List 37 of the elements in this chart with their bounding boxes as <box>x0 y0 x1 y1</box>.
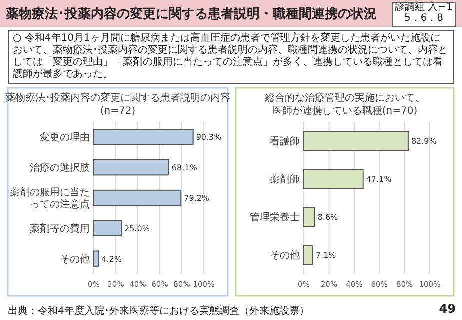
data-label: 25.0% <box>124 224 150 234</box>
y-tick-label: 治療の選択肢 <box>30 162 90 174</box>
bar <box>304 131 409 151</box>
bar <box>94 160 170 176</box>
data-label: 90.3% <box>196 133 222 142</box>
bar <box>94 190 182 206</box>
source-note: 出典：令和4年度入院･外来医療等における実態調査（外来施設票） <box>8 304 310 318</box>
y-tick-label: 薬剤等の費用 <box>30 222 90 235</box>
data-label: 4.2% <box>102 254 122 264</box>
chart-subtitle: 医師が連携している職種(n=70) <box>272 105 418 117</box>
bar <box>94 129 194 146</box>
bar <box>304 207 316 227</box>
y-tick-label: 管理栄養士 <box>250 212 300 224</box>
y-tick-label: 薬剤師 <box>270 174 300 186</box>
y-tick-label: 看護師 <box>270 136 300 148</box>
text: 薬物療法･投薬内容の変更に関する患者説明・職種間連携の状況 <box>6 6 378 23</box>
y-tick-label: その他 <box>60 253 90 266</box>
y-tick-label: 薬剤の服用に当たっての注意点 <box>10 186 90 210</box>
data-label: 82.9% <box>411 137 438 146</box>
text: 診調組 入−1 <box>394 2 454 13</box>
bar <box>304 169 364 189</box>
y-tick-label: その他 <box>270 250 300 262</box>
text: 5．6．8 <box>403 13 445 24</box>
chart-title: 薬物療法･投薬内容の変更に関する患者説明の内容 <box>6 92 230 104</box>
bar <box>94 220 122 236</box>
data-label: 8.6% <box>318 213 339 222</box>
bar <box>94 250 100 267</box>
text: 49 <box>438 302 456 316</box>
chart-title: 総合的な治療管理の実施において、 <box>264 92 425 104</box>
data-label: 79.2% <box>184 194 210 203</box>
chart-subtitle: (n=72) <box>100 106 136 117</box>
bar <box>304 245 314 265</box>
data-label: 47.1% <box>366 175 392 184</box>
text: ○ 令和4年10月1ヶ月間に糖尿病または高血圧症の患者で管理方針を変更した患者がいた施設において、薬物療法･投薬内容の変更に関する患者説明の内容、職種間連携の状況について、内容としては「変更の理由」「薬剤の服用に当たっての注意点」が多く、連携している職種としては看護師が最多であった。 <box>8 30 454 84</box>
data-label: 68.1% <box>172 164 198 173</box>
data-label: 7.1% <box>316 251 337 260</box>
y-tick-label: 変更の理由 <box>40 132 90 144</box>
